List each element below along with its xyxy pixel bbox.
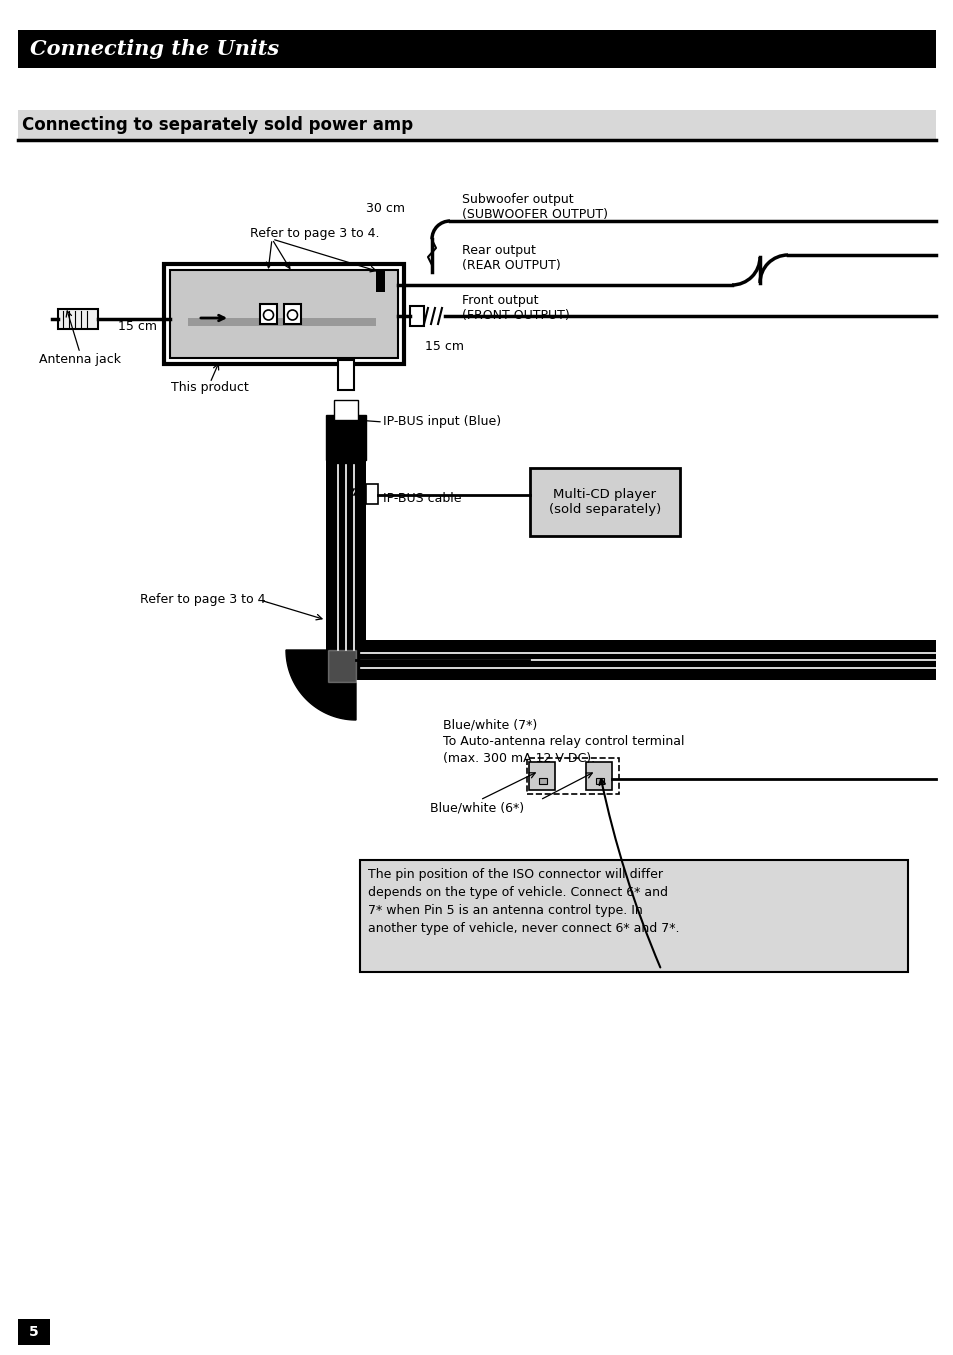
Bar <box>526 757 618 794</box>
Bar <box>410 306 423 327</box>
Text: Multi-CD player
(sold separately): Multi-CD player (sold separately) <box>548 488 660 516</box>
Bar <box>18 30 935 68</box>
Text: 5: 5 <box>30 1325 39 1339</box>
Bar <box>260 304 276 324</box>
Bar <box>366 484 377 504</box>
Text: Refer to page 3 to 4.: Refer to page 3 to 4. <box>250 228 379 240</box>
Text: Connecting to separately sold power amp: Connecting to separately sold power amp <box>22 117 413 134</box>
Bar <box>529 762 555 790</box>
Text: 15 cm: 15 cm <box>425 340 464 354</box>
Text: IP-BUS input (Blue): IP-BUS input (Blue) <box>382 416 500 428</box>
Bar <box>326 415 366 459</box>
Text: Refer to page 3 to 4.: Refer to page 3 to 4. <box>140 593 269 607</box>
Bar <box>188 318 375 327</box>
Text: Subwoofer output
(SUBWOOFER OUTPUT): Subwoofer output (SUBWOOFER OUTPUT) <box>461 192 607 221</box>
Text: 30 cm: 30 cm <box>366 202 405 214</box>
Bar <box>530 467 679 537</box>
Text: This product: This product <box>171 382 249 394</box>
Text: Rear output
(REAR OUTPUT): Rear output (REAR OUTPUT) <box>461 244 560 272</box>
Bar <box>18 1318 50 1346</box>
Bar <box>164 264 403 364</box>
Bar <box>337 360 354 390</box>
Polygon shape <box>328 650 355 682</box>
Text: Blue/white (6*): Blue/white (6*) <box>430 802 523 814</box>
Text: Antenna jack: Antenna jack <box>39 354 121 366</box>
Bar <box>58 309 98 329</box>
Bar <box>375 270 385 291</box>
Text: IP-BUS cable: IP-BUS cable <box>382 492 461 504</box>
Bar <box>170 270 397 358</box>
Bar <box>284 304 301 324</box>
Bar <box>596 778 603 785</box>
Polygon shape <box>286 650 355 720</box>
Bar <box>585 762 612 790</box>
Text: The pin position of the ISO connector will differ
depends on the type of vehicle: The pin position of the ISO connector wi… <box>368 869 679 935</box>
Bar <box>355 640 935 680</box>
Bar <box>18 110 935 140</box>
Bar <box>359 860 907 972</box>
Bar <box>326 459 366 680</box>
Bar <box>170 270 397 358</box>
Bar <box>538 778 546 785</box>
Text: Blue/white (7*)
To Auto-antenna relay control terminal
(max. 300 mA 12 V DC).: Blue/white (7*) To Auto-antenna relay co… <box>442 718 684 766</box>
Text: 15 cm: 15 cm <box>118 320 157 333</box>
Text: Front output
(FRONT OUTPUT): Front output (FRONT OUTPUT) <box>461 294 569 322</box>
Bar <box>334 400 357 420</box>
Text: Connecting the Units: Connecting the Units <box>30 39 279 60</box>
